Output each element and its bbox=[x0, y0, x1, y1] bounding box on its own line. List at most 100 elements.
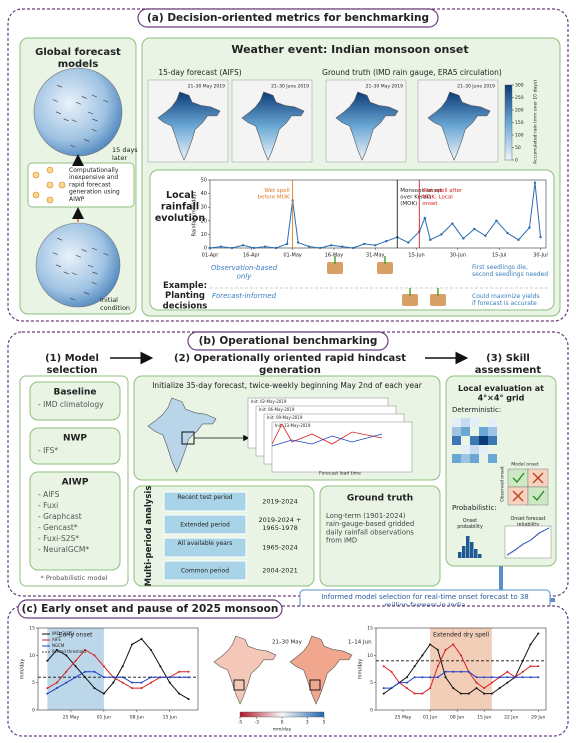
label: 15 Jun bbox=[163, 715, 177, 721]
label: 30-Jul bbox=[533, 253, 547, 259]
label: 21–30 June 2019 bbox=[271, 84, 309, 90]
wind-arrow bbox=[75, 101, 82, 105]
label: 5 bbox=[370, 680, 373, 686]
point bbox=[219, 245, 223, 248]
point bbox=[498, 687, 501, 690]
label: 15 bbox=[367, 626, 373, 632]
label: -3 bbox=[255, 720, 260, 726]
point bbox=[102, 665, 105, 668]
label: 30 bbox=[201, 205, 207, 211]
label: 15-Jul bbox=[492, 253, 506, 259]
grid-cell bbox=[461, 427, 470, 436]
point bbox=[444, 648, 447, 651]
label: 25 May bbox=[395, 715, 412, 721]
label: 25 May bbox=[63, 715, 80, 721]
point bbox=[93, 654, 96, 657]
histogram-icon bbox=[474, 549, 478, 558]
label: 0 bbox=[32, 708, 35, 714]
point bbox=[390, 687, 393, 690]
point bbox=[467, 692, 470, 695]
label: (1) Model selection bbox=[45, 353, 99, 376]
point bbox=[490, 676, 493, 679]
colorbar bbox=[504, 84, 513, 161]
contingency-icon bbox=[532, 472, 544, 484]
point bbox=[74, 659, 77, 662]
point bbox=[423, 216, 427, 220]
rainfall-box bbox=[149, 169, 555, 311]
label: Init: 09-May-2019 bbox=[267, 415, 303, 420]
point bbox=[483, 687, 486, 690]
label: 1–14 Jun bbox=[348, 640, 372, 646]
point bbox=[537, 632, 540, 635]
plot-frame bbox=[37, 627, 199, 711]
point bbox=[178, 676, 181, 679]
point bbox=[429, 238, 432, 242]
table-cell bbox=[163, 491, 247, 512]
network-node bbox=[32, 171, 40, 179]
point bbox=[467, 670, 470, 673]
grid-cell bbox=[452, 454, 461, 463]
label: All available years bbox=[178, 540, 233, 547]
label: 200 bbox=[515, 108, 524, 114]
point bbox=[521, 676, 524, 679]
grid-cell bbox=[470, 436, 479, 445]
point bbox=[55, 681, 58, 684]
point bbox=[413, 692, 416, 695]
wind-arrow bbox=[103, 252, 109, 256]
label: 150 bbox=[515, 120, 524, 126]
section-header bbox=[17, 599, 283, 619]
histogram-icon bbox=[478, 554, 482, 558]
label: AIWP bbox=[62, 478, 89, 488]
reliability-icon bbox=[506, 527, 550, 556]
grid-cell bbox=[488, 418, 497, 427]
soil-icon bbox=[327, 262, 343, 274]
network-node bbox=[46, 196, 54, 204]
label: 01-Apr bbox=[202, 253, 220, 259]
point bbox=[102, 676, 105, 679]
label: 21–30 May 2019 bbox=[366, 84, 403, 90]
point bbox=[187, 670, 190, 673]
point bbox=[65, 670, 68, 673]
point bbox=[178, 692, 181, 695]
point bbox=[263, 245, 267, 248]
point bbox=[429, 687, 432, 690]
point bbox=[84, 648, 87, 651]
india-map bbox=[427, 91, 491, 161]
label: 3 bbox=[306, 720, 309, 726]
point bbox=[112, 681, 115, 684]
point bbox=[307, 245, 311, 248]
point bbox=[405, 687, 408, 690]
point bbox=[46, 687, 49, 690]
label: 08 Jun bbox=[450, 715, 464, 721]
point bbox=[421, 654, 424, 657]
label: Pentad threshold bbox=[52, 649, 86, 654]
point bbox=[382, 692, 385, 695]
label: Onset forecast reliability bbox=[510, 516, 545, 528]
point bbox=[140, 687, 143, 690]
point bbox=[140, 637, 143, 640]
label: Init: 02-May-2019 bbox=[251, 399, 287, 404]
label: - Graphcast bbox=[38, 512, 82, 521]
point bbox=[537, 676, 540, 679]
label: NWP bbox=[63, 434, 87, 444]
label: 0 bbox=[281, 720, 284, 726]
label: 40 bbox=[201, 191, 207, 197]
label: mm/day bbox=[20, 659, 26, 680]
label: 08 Jun bbox=[130, 715, 144, 721]
label: 21–30 June 2019 bbox=[457, 84, 495, 90]
point bbox=[84, 670, 87, 673]
wind-arrow bbox=[71, 272, 77, 276]
soil-icon bbox=[377, 262, 393, 274]
contingency-icon bbox=[532, 490, 545, 502]
point bbox=[528, 226, 531, 229]
point bbox=[460, 670, 462, 673]
point bbox=[296, 241, 300, 244]
point bbox=[407, 241, 410, 244]
label: 2019-2024 +1965-1978 bbox=[259, 516, 302, 532]
point bbox=[506, 681, 509, 684]
label: Long-term (1901-2024) rain-gauge-based gr… bbox=[326, 512, 414, 544]
network-node bbox=[46, 166, 54, 174]
grid-box bbox=[233, 679, 245, 691]
label: 2019-2024 bbox=[262, 498, 297, 506]
table-cell bbox=[163, 514, 247, 535]
